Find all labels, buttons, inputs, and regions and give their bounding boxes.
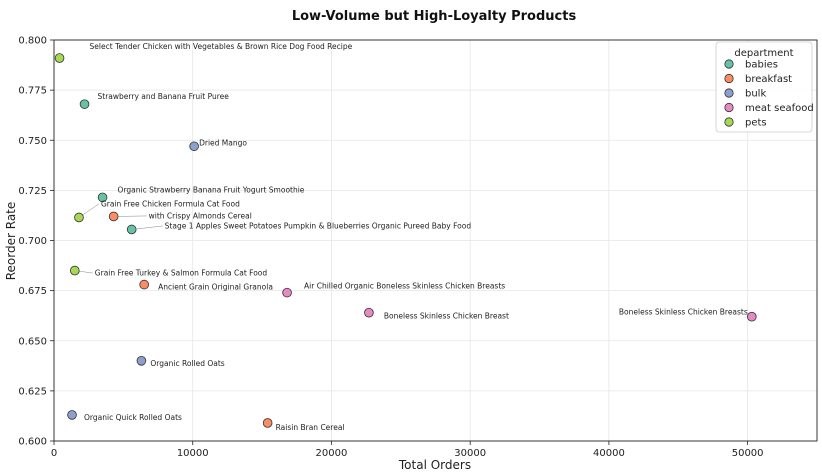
- legend-marker: [724, 102, 734, 113]
- point-label: Organic Strawberry Banana Fruit Yogurt S…: [118, 185, 305, 194]
- x-tick-label: 10000: [177, 448, 209, 459]
- data-point: [189, 141, 199, 152]
- legend-entry-label: breakfast: [745, 74, 792, 85]
- point-label: Boneless Skinless Chicken Breast: [384, 312, 509, 321]
- data-point: [70, 265, 80, 276]
- x-tick-label: 0: [51, 448, 57, 459]
- x-tick-label: 50000: [732, 448, 764, 459]
- legend-marker: [724, 88, 734, 98]
- data-point: [126, 224, 137, 235]
- x-axis-ticks: 0 10000 20000 30000 40000 50000: [51, 441, 764, 459]
- x-tick-label: 40000: [593, 448, 625, 459]
- label-connector: [113, 215, 147, 217]
- legend-entry-label: bulk: [745, 89, 766, 100]
- y-tick-label: 0.750: [18, 136, 47, 147]
- data-point: [139, 279, 149, 290]
- point-label: Air Chilled Organic Boneless Skinless Ch…: [304, 282, 505, 291]
- y-tick-label: 0.600: [18, 437, 47, 448]
- data-point: [108, 211, 119, 222]
- data-point: [364, 307, 374, 318]
- point-label: Ancient Grain Original Granola: [158, 283, 273, 292]
- data-point: [79, 99, 90, 109]
- point-label: Strawberry and Banana Fruit Puree: [98, 92, 230, 101]
- legend-marker: [724, 73, 734, 84]
- legend-entry-label: meat seafood: [745, 103, 814, 114]
- x-tick-label: 30000: [454, 448, 486, 459]
- y-tick-label: 0.625: [18, 386, 47, 397]
- y-tick-label: 0.700: [18, 236, 47, 247]
- data-point: [67, 410, 77, 420]
- y-tick-label: 0.725: [18, 186, 47, 197]
- x-tick-label: 20000: [316, 448, 348, 459]
- legend-marker: [724, 59, 734, 69]
- y-axis-label: Reorder Rate: [4, 202, 18, 281]
- legend-entry-label: pets: [745, 118, 767, 129]
- point-label: Raisin Bran Cereal: [276, 423, 345, 432]
- point-label: Grain Free Chicken Formula Cat Food: [101, 199, 240, 208]
- data-point: [282, 287, 292, 298]
- y-axis-ticks: 0.600 0.625 0.650 0.675 0.700 0.725 0.750 0.775…: [18, 36, 54, 448]
- legend-title: department: [734, 48, 793, 59]
- data-point: [136, 355, 147, 366]
- y-tick-label: 0.650: [18, 336, 47, 347]
- point-label: Select Tender Chicken with Vegetables & …: [90, 42, 353, 51]
- data-point: [746, 311, 757, 322]
- legend-entry-label: babies: [745, 60, 778, 71]
- point-label: Dried Mango: [199, 138, 247, 147]
- point-labels: Select Tender Chicken with Vegetables & …: [84, 42, 748, 432]
- point-label: Stage 1 Apples Sweet Potatoes Pumpkin & …: [165, 221, 472, 230]
- data-point: [262, 418, 273, 428]
- point-label: Organic Quick Rolled Oats: [84, 413, 182, 422]
- x-axis-label: Total Orders: [398, 458, 471, 472]
- legend-marker: [724, 117, 734, 127]
- legend-box: [715, 41, 813, 133]
- data-point: [97, 192, 108, 203]
- point-label: Boneless Skinless Chicken Breasts: [619, 308, 748, 317]
- data-point: [54, 53, 65, 63]
- data-points: [54, 53, 757, 428]
- point-label: Organic Rolled Oats: [150, 359, 224, 368]
- y-tick-label: 0.800: [18, 36, 47, 47]
- chart-title: Low-Volume but High-Loyalty Products: [292, 9, 577, 24]
- y-tick-label: 0.675: [18, 286, 47, 297]
- point-label: with Crispy Almonds Cereal: [149, 211, 252, 220]
- data-point: [74, 212, 84, 223]
- label-connector: [131, 225, 163, 230]
- point-label: Grain Free Turkey & Salmon Formula Cat F…: [95, 269, 268, 278]
- y-tick-label: 0.775: [18, 86, 47, 97]
- legend: department babies breakfast bulk meat seafo…: [715, 41, 814, 133]
